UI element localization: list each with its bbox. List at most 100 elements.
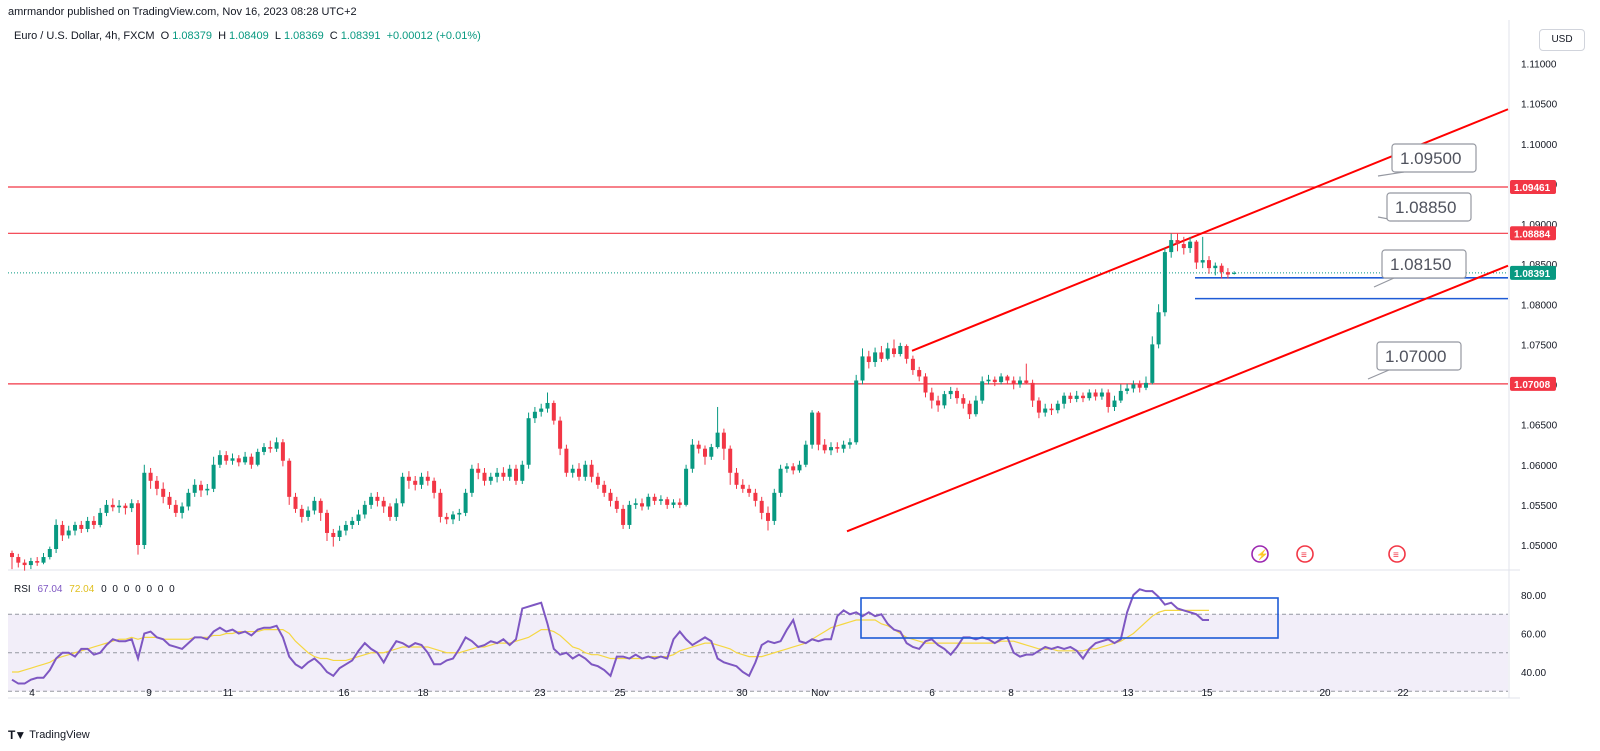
- rsi-name[interactable]: RSI: [14, 584, 31, 595]
- candle-body: [22, 562, 27, 566]
- symbol-name[interactable]: Euro / U.S. Dollar, 4h, FXCM: [14, 30, 155, 42]
- candle-body: [753, 492, 758, 501]
- candle-body: [469, 468, 474, 493]
- rsi-legend: RSI 67.04 72.04 0 0 0 0 0 0 0: [14, 584, 178, 595]
- brand-name: TradingView: [29, 729, 90, 741]
- candle-body: [942, 394, 947, 406]
- close-label: C: [329, 30, 338, 42]
- price-tag-bg: [1510, 265, 1556, 280]
- candle-body: [180, 506, 185, 513]
- us-flag-event-icon: [1388, 545, 1406, 563]
- price-axis-tick: 1.06000: [1521, 461, 1558, 472]
- candle-body: [54, 524, 59, 550]
- candle-body: [1030, 382, 1035, 401]
- candle-body: [224, 455, 229, 461]
- candle-body: [1005, 376, 1010, 381]
- candle-body: [1175, 240, 1180, 245]
- candle-body: [47, 549, 52, 558]
- candle-body: [1055, 403, 1060, 411]
- candle-body: [293, 496, 298, 509]
- candle-body: [482, 472, 487, 481]
- candle-body: [1156, 312, 1161, 345]
- high-value: 1.08409: [229, 30, 269, 42]
- candle-body: [558, 420, 563, 449]
- candle-body: [860, 356, 865, 381]
- price-axis-tick: 1.06500: [1521, 421, 1558, 432]
- time-axis-tick: 13: [1122, 688, 1134, 699]
- candle-body: [495, 472, 500, 477]
- candle-body: [1036, 400, 1041, 413]
- candle-body: [1232, 272, 1237, 274]
- candle-body: [262, 447, 266, 452]
- candle-body: [633, 503, 638, 505]
- candle-body: [898, 345, 903, 355]
- candle-body: [621, 508, 626, 525]
- candle-body: [677, 502, 682, 505]
- candle-body: [356, 514, 361, 521]
- time-axis-tick: 11: [223, 688, 234, 699]
- candle-body: [306, 510, 311, 517]
- time-axis-tick: 23: [534, 688, 546, 699]
- candle-body: [967, 403, 972, 415]
- time-axis-tick: 4: [29, 688, 35, 699]
- candle-body: [514, 468, 518, 481]
- time-axis-tick: 18: [417, 688, 429, 699]
- rsi-line: [11, 588, 1209, 685]
- time-axis-tick: 8: [1008, 688, 1014, 699]
- candle-body: [803, 444, 808, 465]
- time-axis-tick: 6: [929, 688, 935, 699]
- callout-pointer: [1367, 369, 1390, 380]
- candle-body: [784, 466, 789, 469]
- candle-body: [1062, 395, 1067, 404]
- candle-body: [1188, 241, 1193, 249]
- candle-body: [1181, 244, 1186, 249]
- candle-body: [173, 504, 178, 513]
- candle-body: [451, 514, 455, 520]
- candle-body: [1049, 408, 1054, 411]
- us-flag-event-icon: [1296, 545, 1314, 563]
- candle-body: [671, 502, 676, 505]
- candle-body: [419, 476, 424, 485]
- close-value: 1.08391: [340, 30, 381, 42]
- candle-body: [797, 464, 802, 471]
- candle-body: [381, 500, 386, 507]
- candle-body: [1093, 392, 1098, 397]
- candle-body: [696, 444, 701, 449]
- candle-body: [1162, 252, 1167, 313]
- rsi-value: 67.04: [37, 584, 63, 595]
- candle-body: [564, 448, 569, 473]
- price-tag-label: 1.09461: [1514, 183, 1551, 194]
- price-axis-tick: 1.05500: [1521, 501, 1558, 512]
- currency-button[interactable]: USD: [1539, 29, 1585, 51]
- callout-box: [1376, 341, 1462, 371]
- candle-body: [186, 492, 191, 507]
- open-value: 1.08379: [172, 30, 212, 42]
- candle-body: [822, 444, 827, 451]
- candle-body: [60, 524, 65, 536]
- candle-body: [1087, 392, 1092, 399]
- candle-body: [910, 358, 915, 371]
- candle-body: [10, 553, 14, 558]
- price-axis-tick: 1.08000: [1521, 300, 1558, 311]
- candle-body: [1225, 272, 1230, 275]
- price-tag-label: 1.07008: [1514, 380, 1551, 391]
- candle-body: [98, 512, 103, 525]
- candle-body: [904, 345, 909, 359]
- candle-body: [79, 524, 84, 529]
- candle-body: [406, 476, 411, 481]
- candle-body: [432, 480, 437, 493]
- candle-body: [362, 504, 367, 515]
- candle-body: [728, 448, 733, 473]
- candle-body: [980, 381, 985, 401]
- candle-body: [583, 464, 588, 477]
- candle-body: [816, 412, 821, 445]
- candle-body: [199, 484, 203, 491]
- candle-body: [1200, 260, 1205, 263]
- time-axis-tick: 15: [1201, 688, 1213, 699]
- candle-body: [1150, 344, 1155, 383]
- channel-lower-line: [846, 264, 1509, 533]
- candle-body: [1131, 384, 1136, 389]
- footer-brand: T▼ TradingView: [8, 728, 90, 742]
